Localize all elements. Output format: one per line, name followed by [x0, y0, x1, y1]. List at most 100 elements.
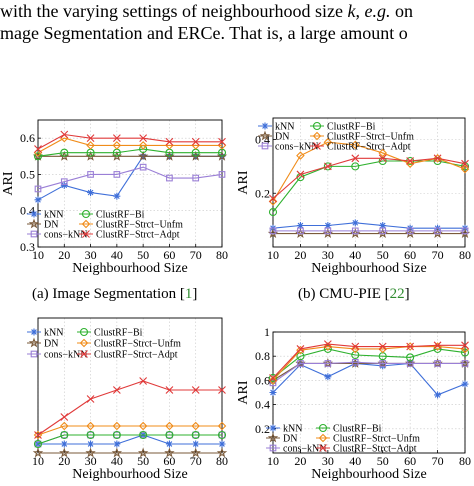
legend-marker: [312, 121, 322, 131]
series-line-clustrf-strct-unfm: [272, 345, 466, 381]
series-line-clustrf-strct-adpt: [272, 157, 466, 200]
data-point-clustrf-strct-unfm: [268, 376, 278, 385]
data-point-clustrf-strct-adpt: [296, 345, 305, 353]
data-point-clustrf-bi: [323, 344, 332, 353]
data-point-clustrf-strct-unfm: [405, 159, 415, 168]
y-tick-label: 0.3: [20, 240, 35, 254]
legend-marker: [312, 131, 322, 141]
data-point-clustrf-bi: [351, 350, 360, 360]
data-point-clustrf-strct-unfm: [460, 164, 470, 174]
x-tick-label: 80: [216, 248, 228, 262]
x-tick-label: 30: [85, 454, 97, 468]
legend-item-clustrf-strct-adpt: ClustRF−Strct−Adpt: [310, 142, 411, 153]
data-point-cons-knn: [351, 358, 359, 366]
x-axis-label: Neighbourhood Size: [72, 467, 187, 482]
y-tick-label: 0.2: [255, 422, 270, 436]
x-tick-label: 40: [111, 454, 123, 468]
data-point-knn: [324, 222, 332, 229]
legend-marker: [318, 423, 328, 433]
series-clustrf-strct-adpt: [269, 154, 469, 203]
data-point-dn: [32, 447, 44, 458]
legend-marker: [313, 142, 321, 150]
data-point-dn: [111, 447, 123, 458]
data-point-cons-knn: [434, 360, 441, 367]
x-tick-label: 50: [137, 454, 149, 468]
legend-marker: [30, 328, 38, 336]
legend-item-clustrf-strct-unfm: ClustRF−Strct−Unfm: [79, 220, 183, 231]
series-line-clustrf-strct-unfm: [37, 425, 222, 436]
x-tick-label: 20: [58, 454, 70, 468]
data-point-clustrf-bi: [33, 152, 43, 161]
x-tick-label: 40: [349, 248, 361, 262]
data-point-cons-knn: [406, 227, 414, 235]
legend-marker: [30, 230, 38, 238]
series-line-knn: [272, 362, 466, 396]
x-tick-label: 40: [349, 454, 361, 468]
legend-label: ClustRF−Strct−Unfm: [333, 434, 420, 445]
data-point-dn: [59, 447, 70, 458]
series-line-cons-knn: [37, 166, 223, 190]
legend-item-knn: kNN: [266, 424, 302, 435]
data-point-knn: [324, 373, 332, 381]
legend-item-clustrf-bi: ClustRF−Bi: [310, 122, 376, 133]
series-line-clustrf-strct-adpt: [37, 380, 222, 436]
data-point-cons-knn: [461, 360, 469, 367]
data-point-clustrf-strct-adpt: [86, 395, 95, 403]
x-tick-label: 50: [137, 248, 149, 262]
x-tick-label: 20: [294, 248, 306, 262]
data-point-knn: [60, 440, 68, 448]
data-point-clustrf-strct-adpt: [406, 342, 415, 351]
data-point-clustrf-strct-adpt: [351, 342, 360, 351]
legend-marker: [269, 444, 277, 452]
data-point-clustrf-strct-adpt: [218, 137, 226, 146]
x-tick-label: 10: [267, 454, 279, 468]
data-point-knn: [34, 196, 42, 204]
data-point-clustrf-strct-adpt: [269, 194, 277, 203]
series-clustrf-strct-unfm: [268, 342, 470, 385]
paragraph-line-1: with the varying settings of neighbourho…: [0, 1, 413, 21]
data-point-knn: [87, 189, 95, 197]
x-tick-label: 60: [404, 248, 416, 262]
x-tick-label: 80: [459, 248, 471, 262]
series-dn: [32, 447, 228, 458]
data-point-clustrf-strct-adpt: [34, 431, 42, 439]
citation-link-b[interactable]: 22: [389, 286, 405, 302]
series-cons-knn: [269, 227, 469, 235]
data-point-cons-knn: [297, 360, 304, 367]
legend-label: kNN: [275, 122, 294, 133]
citation-link-a[interactable]: 1: [184, 286, 193, 302]
x-tick-label: 10: [267, 248, 279, 262]
data-point-clustrf-strct-adpt: [139, 377, 148, 385]
legend-label: DN: [44, 339, 58, 350]
legend-label: cons−kNN: [44, 230, 87, 241]
data-point-clustrf-strct-unfm: [138, 141, 148, 150]
y-axis-label: ARI: [236, 380, 251, 404]
legend-label: ClustRF−Strct−Unfm: [327, 132, 414, 143]
data-point-clustrf-bi: [33, 439, 43, 449]
data-point-clustrf-bi: [296, 352, 305, 361]
legend-marker: [259, 130, 271, 141]
legend-item-clustrf-strct-adpt: ClustRF−Strct−Adpt: [316, 444, 417, 455]
legend-marker: [79, 327, 89, 337]
x-tick-label: 60: [163, 248, 175, 262]
data-point-clustrf-strct-adpt: [406, 157, 415, 165]
data-point-knn: [269, 389, 277, 396]
x-tick-label: 80: [216, 454, 228, 468]
legend-label: ClustRF−Strct−Adpt: [96, 230, 180, 241]
legend-item-dn: DN: [27, 218, 58, 231]
x-tick-label: 10: [32, 248, 44, 262]
series-clustrf-strct-adpt: [34, 130, 226, 153]
legend-marker: [261, 122, 269, 130]
series-cons-knn: [34, 163, 226, 193]
data-point-clustrf-strct-adpt: [461, 159, 469, 168]
data-point-clustrf-strct-unfm: [351, 344, 360, 354]
data-point-cons-knn: [192, 174, 200, 182]
series-knn: [269, 219, 469, 232]
data-point-clustrf-strct-unfm: [112, 421, 122, 431]
data-point-knn: [87, 440, 95, 448]
x-tick-label: 70: [432, 454, 444, 468]
legend-marker: [81, 209, 91, 219]
